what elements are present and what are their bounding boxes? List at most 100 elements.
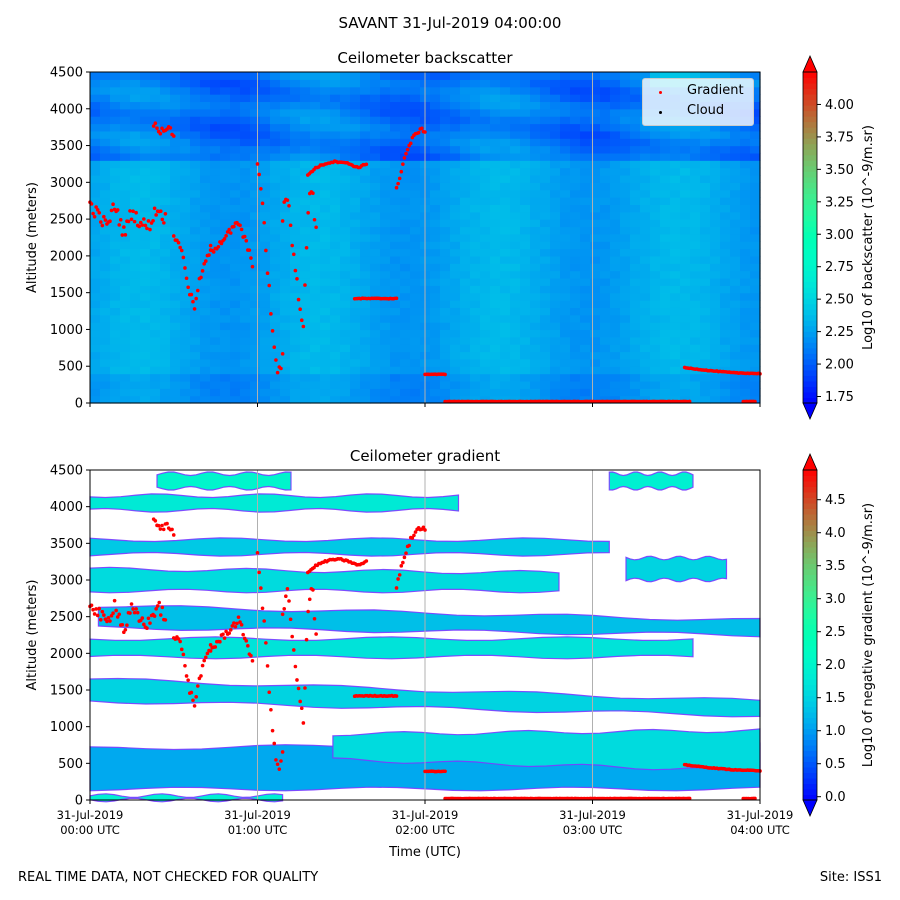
backscatter-cell	[270, 329, 281, 338]
backscatter-cell	[100, 101, 111, 110]
backscatter-cell	[540, 72, 551, 80]
backscatter-cell	[120, 86, 131, 95]
backscatter-cell	[740, 174, 751, 183]
colorbar-segment	[803, 646, 817, 652]
backscatter-cell	[530, 358, 541, 367]
backscatter-cell	[500, 395, 511, 404]
backscatter-cell	[610, 204, 621, 213]
backscatter-cell	[330, 123, 341, 132]
gradient-point	[304, 637, 309, 642]
backscatter-cell	[500, 197, 511, 205]
backscatter-cell	[100, 277, 111, 286]
backscatter-cell	[540, 307, 551, 316]
backscatter-cell	[410, 336, 421, 345]
backscatter-cell	[470, 344, 481, 353]
backscatter-cell	[350, 336, 361, 345]
backscatter-cell	[610, 182, 621, 191]
backscatter-cell	[710, 123, 721, 132]
gradient-point	[227, 631, 232, 635]
backscatter-cell	[720, 226, 731, 235]
backscatter-cell	[220, 189, 231, 198]
backscatter-cell	[300, 263, 311, 272]
x-tick-date: 31-Jul-2019	[559, 808, 626, 822]
backscatter-cell	[580, 292, 591, 301]
backscatter-cell	[240, 285, 251, 294]
backscatter-cell	[300, 314, 311, 323]
backscatter-cell	[340, 72, 351, 80]
backscatter-cell	[560, 255, 571, 264]
backscatter-cell	[630, 130, 641, 139]
backscatter-cell	[410, 285, 421, 294]
colorbar-segment	[803, 342, 817, 349]
backscatter-cell	[330, 388, 341, 397]
backscatter-cell	[450, 226, 461, 235]
backscatter-cell	[90, 123, 101, 132]
backscatter-cell	[380, 292, 391, 301]
backscatter-cell	[750, 233, 761, 242]
backscatter-cell	[170, 211, 181, 220]
backscatter-cell	[110, 167, 121, 176]
backscatter-cell	[300, 292, 311, 301]
backscatter-cell	[570, 241, 581, 250]
backscatter-cell	[600, 373, 611, 382]
backscatter-cell	[140, 307, 151, 316]
backscatter-cell	[680, 300, 691, 308]
backscatter-cell	[480, 307, 491, 316]
backscatter-cell	[580, 72, 591, 80]
backscatter-cell	[130, 189, 141, 198]
backscatter-cell	[170, 101, 181, 110]
backscatter-cell	[320, 108, 331, 117]
backscatter-cell	[540, 174, 551, 183]
backscatter-cell	[530, 86, 541, 95]
colorbar-segment	[803, 651, 817, 658]
backscatter-cell	[370, 322, 381, 331]
backscatter-cell	[260, 211, 271, 220]
quality-disclaimer: REAL TIME DATA, NOT CHECKED FOR QUALITY	[18, 870, 319, 885]
backscatter-cell	[290, 219, 301, 228]
backscatter-cell	[460, 351, 471, 360]
backscatter-cell	[730, 72, 741, 80]
backscatter-cell	[110, 86, 121, 95]
backscatter-cell	[150, 197, 161, 205]
backscatter-cell	[250, 270, 261, 279]
backscatter-cell	[300, 307, 311, 316]
colorbar-segment	[803, 94, 817, 101]
backscatter-cell	[240, 388, 251, 397]
backscatter-cell	[480, 182, 491, 191]
backscatter-cell	[240, 72, 251, 80]
backscatter-cell	[200, 241, 211, 250]
backscatter-cell	[590, 145, 601, 154]
backscatter-cell	[600, 167, 611, 176]
backscatter-cell	[560, 366, 571, 375]
backscatter-cell	[430, 94, 441, 103]
backscatter-cell	[460, 373, 471, 382]
backscatter-cell	[530, 233, 541, 242]
backscatter-cell	[570, 344, 581, 353]
backscatter-cell	[690, 160, 701, 169]
backscatter-cell	[600, 204, 611, 213]
backscatter-cell	[140, 130, 151, 139]
backscatter-cell	[590, 219, 601, 228]
backscatter-cell	[630, 322, 641, 331]
backscatter-cell	[450, 322, 461, 331]
backscatter-cell	[410, 329, 421, 338]
backscatter-cell	[240, 226, 251, 235]
backscatter-cell	[560, 314, 571, 323]
backscatter-cell	[530, 138, 541, 147]
backscatter-cell	[520, 94, 531, 103]
backscatter-cell	[320, 314, 331, 323]
backscatter-cell	[210, 388, 221, 397]
gradient-point	[290, 634, 294, 639]
backscatter-cell	[650, 152, 661, 161]
backscatter-cell	[160, 72, 171, 80]
backscatter-cell	[500, 344, 511, 353]
backscatter-cell	[210, 358, 221, 367]
backscatter-cell	[230, 233, 241, 242]
backscatter-cell	[100, 380, 111, 389]
backscatter-cell	[510, 292, 521, 301]
gradient-point	[401, 560, 405, 565]
colorbar-segment	[803, 176, 817, 183]
backscatter-cell	[190, 204, 201, 213]
backscatter-cell	[390, 233, 401, 242]
backscatter-cell	[110, 233, 121, 242]
